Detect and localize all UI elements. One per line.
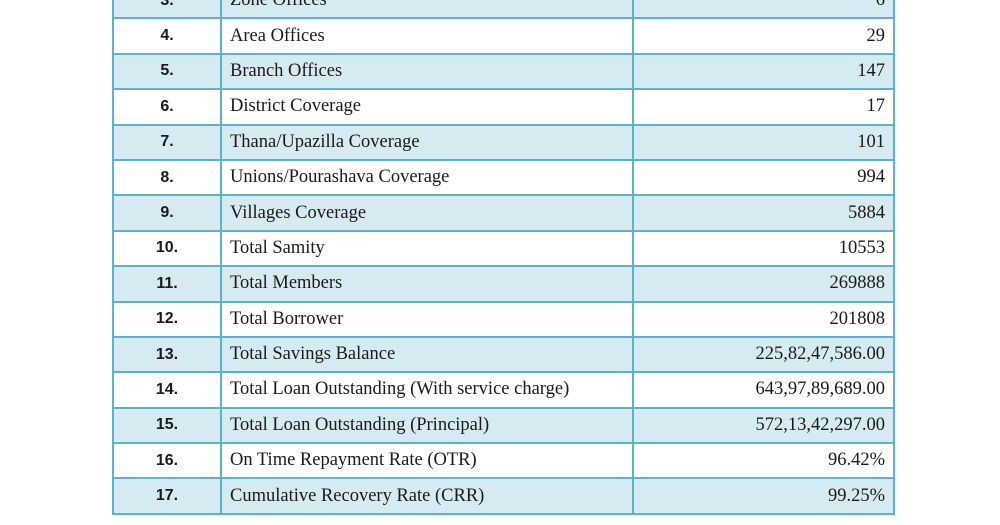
item-label-cell: Villages Coverage (220, 194, 634, 232)
item-label-cell: District Coverage (220, 88, 634, 126)
table-row: 11. Total Members 269888 (112, 265, 895, 303)
statistics-table: 3. Zone Offices 6 4. Area Offices 29 5. … (112, 0, 895, 515)
serial-number-cell: 5. (112, 52, 222, 91)
item-value-cell: 5884 (632, 194, 895, 232)
item-label-cell: Total Borrower (220, 300, 634, 338)
item-value-cell: 101 (632, 123, 895, 161)
item-label-cell: Thana/Upazilla Coverage (220, 123, 634, 161)
serial-number-cell: 4. (112, 17, 222, 55)
table-row: 10. Total Samity 10553 (112, 229, 895, 268)
item-value-cell: 96.42% (632, 442, 895, 480)
table-row: 9. Villages Coverage 5884 (112, 194, 895, 232)
serial-number-cell: 14. (112, 371, 222, 409)
item-value-cell: 10553 (632, 229, 895, 268)
table-row: 15. Total Loan Outstanding (Principal) 5… (112, 406, 895, 445)
serial-number-cell: 13. (112, 335, 222, 374)
serial-number-cell: 12. (112, 300, 222, 338)
item-label-cell: On Time Repayment Rate (OTR) (220, 442, 634, 480)
item-label-cell: Area Offices (220, 17, 634, 55)
serial-number-cell: 16. (112, 442, 222, 480)
item-value-cell: 17 (632, 88, 895, 126)
item-label-cell: Total Savings Balance (220, 335, 634, 374)
item-label-cell: Total Members (220, 265, 634, 303)
serial-number-cell: 6. (112, 88, 222, 126)
table-row: 12. Total Borrower 201808 (112, 300, 895, 338)
statistics-table-body: 3. Zone Offices 6 4. Area Offices 29 5. … (112, 0, 895, 515)
table-row: 16. On Time Repayment Rate (OTR) 96.42% (112, 442, 895, 480)
table-row: 6. District Coverage 17 (112, 88, 895, 126)
item-label-cell: Total Samity (220, 229, 634, 268)
item-value-cell: 201808 (632, 300, 895, 338)
serial-number-cell: 15. (112, 406, 222, 445)
table-row: 5. Branch Offices 147 (112, 52, 895, 91)
table-row: 3. Zone Offices 6 (112, 0, 895, 20)
serial-number-cell: 17. (112, 477, 222, 515)
serial-number-cell: 3. (112, 0, 222, 20)
item-value-cell: 225,82,47,586.00 (632, 335, 895, 374)
table-row: 4. Area Offices 29 (112, 17, 895, 55)
item-label-cell: Total Loan Outstanding (With service cha… (220, 371, 634, 409)
serial-number-cell: 9. (112, 194, 222, 232)
table-row: 14. Total Loan Outstanding (With service… (112, 371, 895, 409)
item-value-cell: 6 (632, 0, 895, 20)
item-label-cell: Total Loan Outstanding (Principal) (220, 406, 634, 445)
item-value-cell: 572,13,42,297.00 (632, 406, 895, 445)
item-label-cell: Zone Offices (220, 0, 634, 20)
item-value-cell: 269888 (632, 265, 895, 303)
item-value-cell: 994 (632, 158, 895, 197)
item-label-cell: Cumulative Recovery Rate (CRR) (220, 477, 634, 515)
item-value-cell: 99.25% (632, 477, 895, 515)
table-row: 8. Unions/Pourashava Coverage 994 (112, 158, 895, 197)
table-row: 17. Cumulative Recovery Rate (CRR) 99.25… (112, 477, 895, 515)
table-row: 7. Thana/Upazilla Coverage 101 (112, 123, 895, 161)
item-value-cell: 643,97,89,689.00 (632, 371, 895, 409)
serial-number-cell: 8. (112, 158, 222, 197)
item-label-cell: Unions/Pourashava Coverage (220, 158, 634, 197)
item-value-cell: 147 (632, 52, 895, 91)
serial-number-cell: 11. (112, 265, 222, 303)
serial-number-cell: 7. (112, 123, 222, 161)
item-value-cell: 29 (632, 17, 895, 55)
item-label-cell: Branch Offices (220, 52, 634, 91)
table-row: 13. Total Savings Balance 225,82,47,586.… (112, 335, 895, 374)
serial-number-cell: 10. (112, 229, 222, 268)
